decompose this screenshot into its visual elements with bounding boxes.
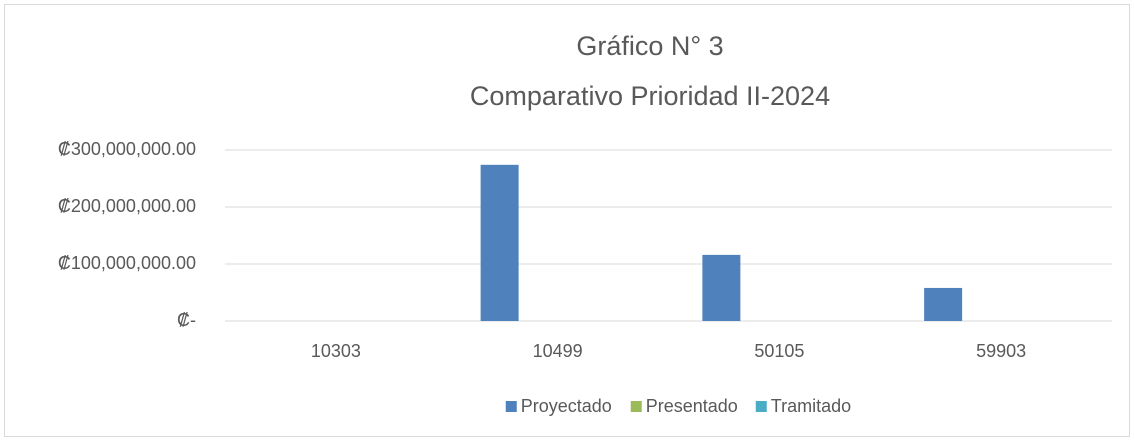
legend-label: Proyectado: [521, 396, 612, 416]
legend-swatch: [505, 401, 517, 412]
chart-title: Gráfico N° 3: [576, 31, 723, 61]
bar: [702, 254, 741, 321]
chart-subtitle: Comparativo Prioridad II-2024: [470, 81, 830, 111]
x-tick-label: 50105: [754, 341, 804, 361]
bar: [924, 287, 963, 321]
legend-swatch: [630, 401, 642, 412]
y-tick-label: ₡-: [177, 310, 196, 330]
x-tick-label: 10499: [533, 341, 583, 361]
bar: [480, 164, 519, 321]
legend-swatch: [755, 401, 767, 412]
y-tick-label: ₡200,000,000.00: [58, 196, 196, 216]
y-tick-label: ₡300,000,000.00: [58, 139, 196, 159]
legend-label: Presentado: [646, 396, 738, 416]
chart-border: [4, 4, 1130, 437]
x-tick-label: 10303: [311, 341, 361, 361]
y-tick-label: ₡100,000,000.00: [58, 253, 196, 273]
legend-label: Tramitado: [771, 396, 851, 416]
x-tick-label: 59903: [976, 341, 1026, 361]
